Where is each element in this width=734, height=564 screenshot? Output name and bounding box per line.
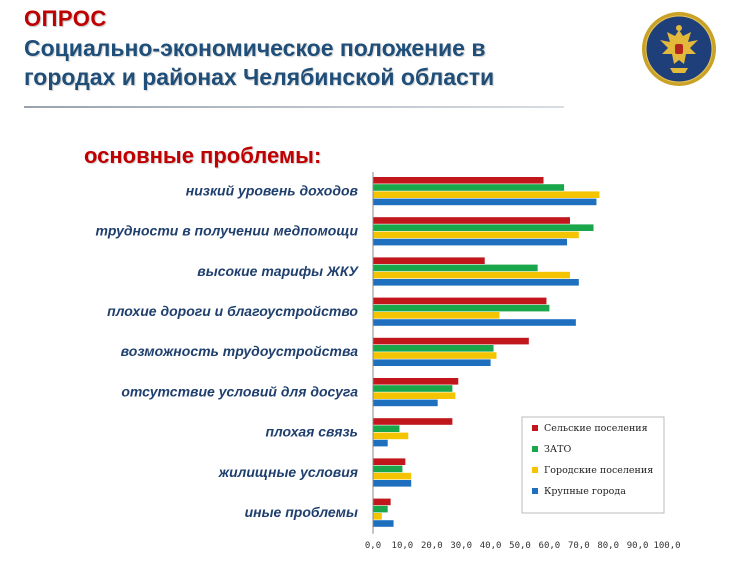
x-tick-label: 90,0: [627, 541, 649, 551]
category-label: отсутствие условий для досуга: [121, 383, 358, 399]
slide-title: Социально-экономическое положение в горо…: [24, 34, 624, 92]
legend-label: Сельские поселения: [544, 423, 648, 434]
bar: [373, 217, 570, 224]
x-tick-label: 0,0: [365, 541, 381, 551]
bar: [373, 352, 497, 359]
bar: [373, 231, 579, 239]
category-label: возможность трудоустройства: [121, 343, 359, 359]
bar: [373, 359, 491, 366]
legend-swatch: [532, 446, 538, 452]
bar: [373, 392, 456, 399]
bar: [373, 238, 568, 246]
x-tick-label: 10,0: [392, 541, 414, 551]
legend-swatch: [532, 467, 538, 473]
category-label: низкий уровень доходов: [186, 182, 359, 198]
x-tick-label: 40,0: [480, 541, 502, 551]
category-label: жилищные условия: [218, 464, 358, 480]
bar: [373, 271, 570, 279]
bar: [373, 191, 600, 198]
legend-label: ЗАТО: [544, 444, 571, 455]
x-tick-label: 60,0: [539, 541, 561, 551]
bar: [373, 465, 403, 473]
category-label: высокие тарифы ЖКУ: [197, 263, 359, 279]
bar: [373, 337, 529, 345]
legend-swatch: [532, 425, 538, 431]
bar: [373, 458, 406, 465]
x-tick-label: 50,0: [509, 541, 531, 551]
bar: [373, 264, 538, 272]
bar: [373, 385, 453, 392]
bar: [373, 224, 594, 231]
bar: [373, 378, 459, 385]
bar: [373, 312, 500, 319]
bar: [373, 257, 485, 264]
bar: [373, 480, 412, 487]
survey-label: ОПРОС: [24, 6, 107, 31]
bar: [373, 399, 438, 407]
legend-box: [521, 416, 665, 514]
slide-header: ОПРОС Социально-экономическое положение …: [24, 6, 624, 92]
bar: [373, 319, 576, 326]
bar: [373, 498, 391, 506]
bar: [373, 418, 453, 425]
bar: [373, 345, 494, 352]
bar: [373, 198, 597, 206]
legend-label: Городские поселения: [544, 465, 653, 476]
x-tick-label: 100,0: [653, 541, 680, 551]
bar: [373, 297, 547, 305]
x-tick-label: 30,0: [450, 541, 472, 551]
emblem-icon: [640, 10, 718, 88]
bar: [373, 472, 412, 480]
bar: [373, 304, 550, 312]
bar: [373, 513, 382, 520]
category-label: трудности в получении медпомощи: [95, 223, 358, 239]
category-label: плохие дороги и благоустройство: [107, 303, 358, 319]
bar: [373, 439, 388, 447]
bar: [373, 279, 579, 286]
bar: [373, 432, 409, 440]
bar: [373, 184, 565, 191]
slide-title-line-2: городах и районах Челябинской области: [24, 64, 495, 90]
slide-title-line-1: Социально-экономическое положение в: [24, 35, 486, 61]
bar: [373, 520, 394, 527]
legend-swatch: [532, 488, 538, 494]
x-tick-label: 70,0: [568, 541, 590, 551]
legend-label: Крупные города: [544, 486, 626, 497]
bar: [373, 425, 400, 432]
category-label: иные проблемы: [245, 504, 358, 520]
bar: [373, 177, 544, 184]
x-tick-label: 20,0: [421, 541, 443, 551]
title-divider: [24, 106, 564, 108]
category-label: плохая связь: [265, 424, 358, 440]
chart-title: основные проблемы:: [84, 143, 322, 168]
x-tick-label: 80,0: [597, 541, 619, 551]
bar: [373, 505, 388, 513]
